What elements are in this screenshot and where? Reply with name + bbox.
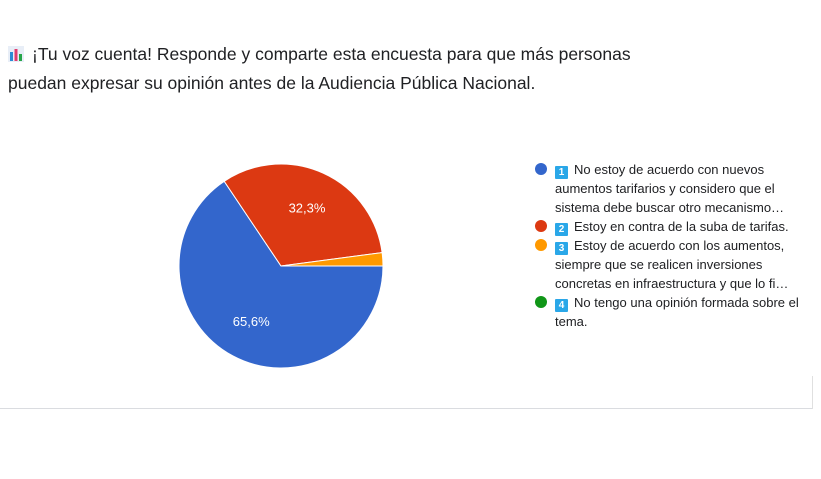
question-title: ¡Tu voz cuenta! Responde y comparte esta… (8, 41, 688, 97)
pie-slice-1[interactable] (178, 180, 384, 369)
legend-dot-icon (535, 239, 547, 251)
title-text: ¡Tu voz cuenta! Responde y comparte esta… (8, 44, 631, 93)
legend-label: No tengo una opinión formada sobre el te… (555, 295, 799, 329)
legend-label: No estoy de acuerdo con nuevos aumentos … (555, 162, 785, 215)
keycap-number-icon: 3 (555, 242, 568, 255)
card-edge (812, 376, 813, 409)
legend-label: Estoy en contra de la suba de tarifas. (574, 219, 789, 234)
bar-chart-emoji-icon (8, 43, 24, 70)
legend-dot-icon (535, 163, 547, 175)
pie-chart: 65,6% 32,3% (178, 163, 384, 369)
legend-item-1[interactable]: 1 No estoy de acuerdo con nuevos aumentos… (535, 160, 815, 217)
legend-item-3[interactable]: 3 Estoy de acuerdo con los aumentos, siem… (535, 236, 815, 293)
divider (0, 408, 812, 409)
pie-slice-3[interactable] (280, 252, 384, 267)
slice-label-1: 65,6% (233, 314, 270, 329)
keycap-number-icon: 2 (555, 223, 568, 236)
legend-dot-icon (535, 296, 547, 308)
keycap-number-icon: 4 (555, 299, 568, 312)
legend: 1 No estoy de acuerdo con nuevos aumentos… (535, 160, 815, 331)
legend-item-4[interactable]: 4 No tengo una opinión formada sobre el t… (535, 293, 815, 331)
legend-item-2[interactable]: 2 Estoy en contra de la suba de tarifas. (535, 217, 815, 236)
slice-label-2: 32,3% (289, 200, 326, 215)
pie-slice-2[interactable] (223, 163, 383, 267)
legend-dot-icon (535, 220, 547, 232)
keycap-number-icon: 1 (555, 166, 568, 179)
legend-label: Estoy de acuerdo con los aumentos, siemp… (555, 238, 789, 291)
